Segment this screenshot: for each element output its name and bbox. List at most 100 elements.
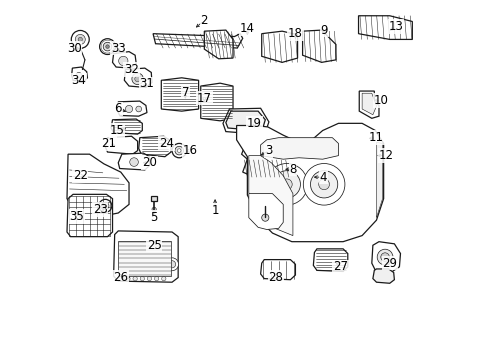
Polygon shape	[241, 144, 260, 159]
Text: 35: 35	[69, 210, 84, 223]
Circle shape	[75, 35, 85, 44]
Text: 28: 28	[268, 271, 283, 284]
Polygon shape	[67, 154, 129, 217]
Circle shape	[103, 42, 112, 51]
Circle shape	[78, 37, 82, 41]
Text: 18: 18	[287, 27, 302, 40]
Circle shape	[119, 276, 122, 281]
Polygon shape	[354, 142, 379, 159]
Polygon shape	[112, 51, 136, 68]
Circle shape	[132, 73, 143, 85]
Circle shape	[125, 105, 132, 113]
Circle shape	[265, 163, 307, 205]
Text: 31: 31	[139, 77, 154, 90]
Text: 5: 5	[150, 211, 158, 224]
Circle shape	[310, 171, 337, 198]
Polygon shape	[371, 242, 400, 273]
Circle shape	[318, 179, 329, 190]
Circle shape	[135, 76, 140, 82]
Polygon shape	[105, 136, 137, 154]
Circle shape	[172, 143, 186, 158]
Text: 27: 27	[332, 260, 347, 273]
Text: 12: 12	[378, 149, 393, 162]
Circle shape	[71, 31, 89, 48]
Circle shape	[177, 149, 181, 152]
Circle shape	[140, 276, 144, 281]
Polygon shape	[260, 138, 338, 159]
Polygon shape	[372, 269, 394, 283]
Circle shape	[121, 271, 129, 279]
Circle shape	[99, 199, 112, 212]
Circle shape	[154, 276, 159, 281]
Text: 1: 1	[211, 204, 219, 217]
Text: 23: 23	[93, 203, 107, 216]
Circle shape	[376, 249, 392, 265]
Circle shape	[380, 253, 388, 261]
Text: 10: 10	[373, 94, 388, 107]
Circle shape	[175, 146, 183, 155]
Polygon shape	[354, 127, 373, 143]
Polygon shape	[67, 194, 112, 237]
Text: 8: 8	[288, 163, 296, 176]
Circle shape	[102, 202, 109, 210]
Text: 14: 14	[240, 22, 254, 35]
Circle shape	[303, 163, 344, 205]
Circle shape	[133, 276, 137, 281]
Text: 17: 17	[197, 92, 211, 105]
Polygon shape	[72, 67, 87, 81]
Circle shape	[125, 276, 130, 281]
Circle shape	[168, 261, 175, 268]
Circle shape	[100, 39, 115, 54]
Text: 22: 22	[73, 169, 87, 182]
Text: 24: 24	[159, 137, 173, 150]
Circle shape	[123, 273, 127, 277]
Text: 16: 16	[182, 144, 197, 157]
Text: 30: 30	[67, 41, 81, 54]
Polygon shape	[204, 30, 233, 59]
Polygon shape	[153, 34, 242, 48]
Text: 9: 9	[320, 24, 327, 37]
Text: 2: 2	[200, 14, 208, 27]
Text: 15: 15	[109, 124, 124, 137]
Text: 6: 6	[114, 103, 122, 116]
Text: 33: 33	[111, 41, 125, 54]
Text: 20: 20	[142, 156, 157, 169]
Circle shape	[129, 158, 138, 166]
Circle shape	[281, 179, 292, 190]
Polygon shape	[242, 158, 286, 177]
Circle shape	[119, 56, 128, 66]
Polygon shape	[260, 260, 295, 280]
Polygon shape	[358, 16, 411, 40]
Circle shape	[165, 258, 178, 271]
Text: 11: 11	[368, 131, 383, 144]
Polygon shape	[139, 136, 171, 157]
Polygon shape	[248, 156, 292, 235]
Polygon shape	[201, 83, 233, 121]
Circle shape	[152, 207, 156, 212]
Polygon shape	[151, 196, 156, 201]
Polygon shape	[113, 231, 178, 282]
Text: 4: 4	[319, 171, 326, 184]
Polygon shape	[236, 123, 383, 242]
Circle shape	[136, 106, 142, 112]
Text: 29: 29	[382, 257, 396, 270]
Circle shape	[273, 171, 300, 198]
Polygon shape	[376, 142, 382, 218]
Polygon shape	[313, 249, 347, 271]
Polygon shape	[248, 194, 283, 229]
Circle shape	[76, 72, 81, 78]
Circle shape	[147, 276, 151, 281]
Text: 25: 25	[146, 239, 161, 252]
Text: 13: 13	[387, 20, 403, 33]
Text: 19: 19	[246, 117, 262, 130]
Text: 26: 26	[113, 271, 128, 284]
FancyBboxPatch shape	[118, 241, 171, 276]
Text: 34: 34	[71, 74, 86, 87]
Polygon shape	[117, 101, 147, 116]
Polygon shape	[225, 111, 265, 131]
Polygon shape	[118, 153, 149, 170]
Polygon shape	[362, 93, 376, 115]
Polygon shape	[124, 68, 152, 87]
Circle shape	[359, 130, 367, 138]
Polygon shape	[302, 30, 335, 62]
